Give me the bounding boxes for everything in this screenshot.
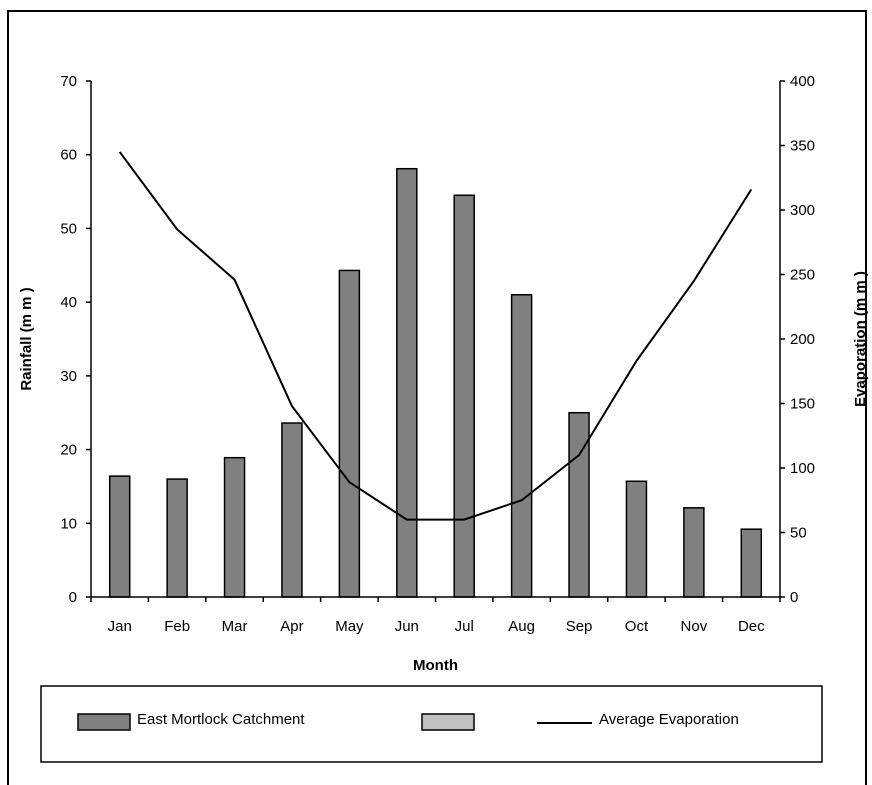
x-tick-label: Dec — [738, 618, 765, 635]
x-tick-label: May — [335, 618, 364, 635]
x-tick-label: Feb — [164, 618, 190, 635]
right-y-tick-label: 150 — [790, 396, 815, 413]
x-axis-title: Month — [413, 657, 458, 674]
rainfall-bar — [683, 507, 705, 598]
legend-swatch-bar — [77, 713, 131, 731]
rainfall-bar — [625, 480, 648, 598]
x-tick-label: Jul — [455, 618, 474, 635]
x-tick-label: Oct — [625, 618, 649, 635]
left-y-tick-label: 50 — [60, 220, 77, 237]
left-y-tick-label: 20 — [60, 442, 77, 459]
rainfall-bar — [281, 422, 303, 598]
right-y-tick-label: 200 — [790, 331, 815, 348]
right-y-tick-label: 400 — [790, 73, 815, 90]
x-tick-label: Jan — [108, 618, 132, 635]
chart-frame — [7, 10, 867, 785]
rainfall-bar — [338, 269, 361, 598]
x-tick-label: Jun — [395, 618, 419, 635]
right-y-tick-label: 350 — [790, 138, 815, 155]
rainfall-bar — [108, 475, 131, 598]
rainfall-bar — [568, 411, 590, 598]
rainfall-bar — [223, 456, 246, 598]
right-y-axis-title: Evaporation (m m ) — [852, 271, 869, 407]
left-y-tick-label: 60 — [60, 147, 77, 164]
right-y-tick-label: 50 — [790, 525, 807, 542]
right-y-tick-label: 100 — [790, 460, 815, 477]
left-y-tick-label: 30 — [60, 368, 77, 385]
rainfall-bar — [396, 167, 418, 598]
evaporation-line — [118, 151, 753, 521]
x-tick-label: Aug — [508, 618, 535, 635]
legend-label: East Mortlock Catchment — [137, 711, 305, 728]
left-y-tick-label: 10 — [60, 515, 77, 532]
x-tick-label: Sep — [566, 618, 593, 635]
x-tick-label: Apr — [280, 618, 303, 635]
x-tick-label: Mar — [222, 618, 248, 635]
rainfall-bar — [510, 294, 533, 598]
rainfall-bar — [166, 478, 188, 598]
left-y-tick-label: 0 — [69, 589, 77, 606]
right-y-tick-label: 300 — [790, 202, 815, 219]
left-y-tick-label: 40 — [60, 294, 77, 311]
x-tick-label: Nov — [681, 618, 708, 635]
legend-label: Average Evaporation — [599, 711, 739, 728]
right-y-tick-label: 250 — [790, 267, 815, 284]
left-y-axis-title: Rainfall (m m ) — [18, 287, 35, 390]
rainfall-bar — [453, 194, 475, 598]
legend-swatch-bar — [421, 713, 475, 731]
rainfall-bar — [740, 528, 763, 598]
right-y-tick-label: 0 — [790, 589, 798, 606]
left-y-tick-label: 70 — [60, 73, 77, 90]
